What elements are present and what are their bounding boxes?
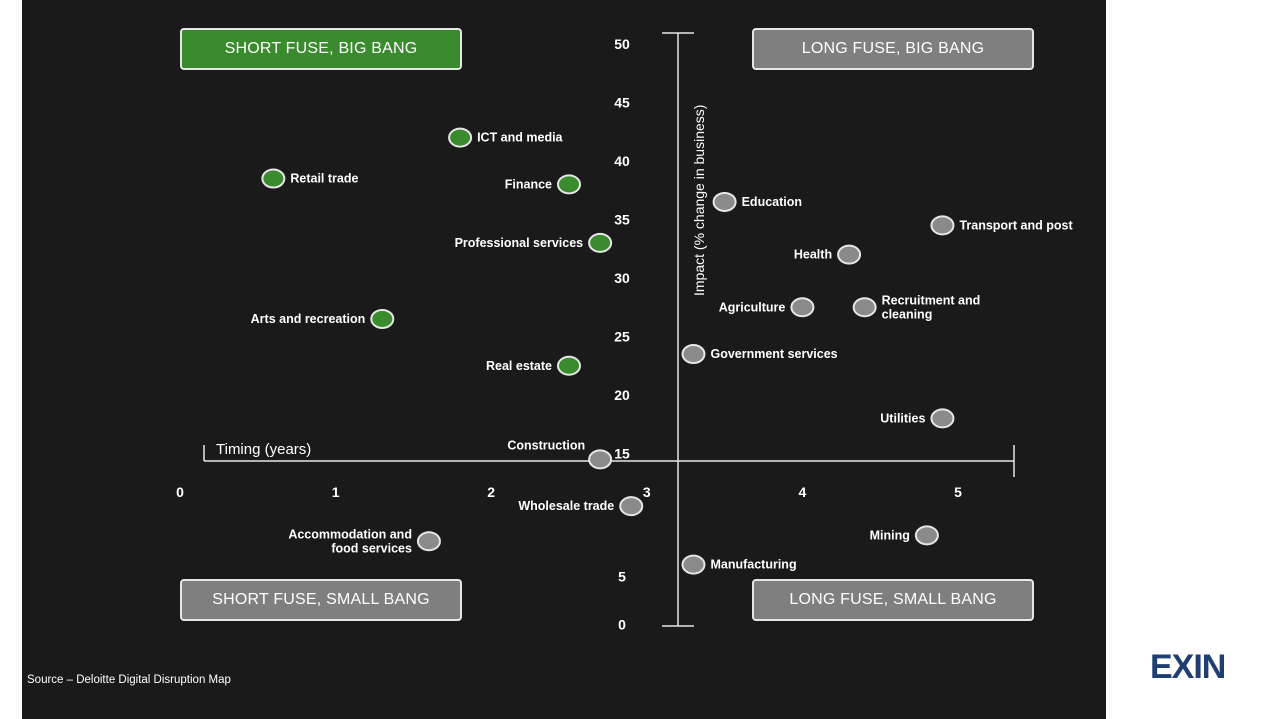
scatter-chart: Timing (years) Impact (% change in busine… <box>176 32 1073 632</box>
quadrant-bottom-left: SHORT FUSE, SMALL BANG <box>180 579 462 621</box>
point-label: Government services <box>710 347 837 361</box>
data-point <box>852 297 877 318</box>
data-point <box>914 525 939 546</box>
point-label: Construction <box>507 438 585 452</box>
y-axis-title: Impact (% change in business) <box>691 105 707 296</box>
x-tick-label: 2 <box>487 484 495 500</box>
point-label: Arts and recreation <box>251 312 366 326</box>
point-label: Real estate <box>486 359 552 373</box>
quadrant-top-right: LONG FUSE, BIG BANG <box>752 28 1034 70</box>
data-point <box>930 215 955 236</box>
data-point <box>619 496 644 517</box>
point-label: Retail trade <box>290 172 358 186</box>
data-point <box>837 244 862 265</box>
x-tick-label: 0 <box>176 484 184 500</box>
data-point <box>712 191 737 212</box>
quadrant-bottom-right: LONG FUSE, SMALL BANG <box>752 579 1034 621</box>
y-tick-label: 30 <box>614 270 630 286</box>
source-note: Source – Deloitte Digital Disruption Map <box>27 674 231 686</box>
point-label: Agriculture <box>719 300 786 314</box>
data-point <box>681 344 706 365</box>
x-tick-label: 1 <box>332 484 340 500</box>
data-point <box>448 127 473 148</box>
data-point <box>681 554 706 575</box>
point-label: Professional services <box>455 236 584 250</box>
point-label: Wholesale trade <box>518 499 614 513</box>
data-point <box>557 355 581 376</box>
x-tick-label: 3 <box>643 484 651 500</box>
data-point <box>930 408 955 429</box>
point-label: Finance <box>505 177 552 191</box>
y-tick-label: 40 <box>614 153 630 169</box>
y-tick-label: 25 <box>614 329 630 345</box>
x-tick-label: 4 <box>799 484 807 500</box>
exin-logo: EXIN <box>1150 648 1226 686</box>
y-tick-label: 50 <box>614 36 630 52</box>
y-tick-label: 0 <box>618 616 626 632</box>
point-label: Mining <box>870 528 910 542</box>
y-tick-label: 15 <box>614 446 630 462</box>
y-tick-label: 5 <box>618 568 626 584</box>
data-point <box>557 174 581 195</box>
y-tick-label: 20 <box>614 387 630 403</box>
point-label: Manufacturing <box>710 558 796 572</box>
point-label: Transport and post <box>959 218 1073 232</box>
data-point <box>261 168 286 189</box>
x-tick-label: 5 <box>954 484 962 500</box>
y-tick-label: 35 <box>614 212 630 228</box>
point-label: Education <box>742 195 802 209</box>
data-point <box>588 449 613 470</box>
data-point <box>790 297 815 318</box>
y-tick-label: 45 <box>614 95 630 111</box>
data-point <box>588 232 613 253</box>
point-label: Recruitment and <box>882 293 981 307</box>
data-point <box>370 308 395 329</box>
data-point <box>416 531 441 552</box>
point-label: Health <box>794 248 832 262</box>
chart-panel: Timing (years) Impact (% change in busine… <box>22 0 1106 719</box>
point-label: ICT and media <box>477 131 563 145</box>
x-axis-title: Timing (years) <box>216 441 311 458</box>
quadrant-top-left: SHORT FUSE, BIG BANG <box>180 28 462 70</box>
point-label: food services <box>331 541 412 555</box>
point-label: Utilities <box>880 411 925 425</box>
point-label: cleaning <box>882 307 933 321</box>
point-label: Accommodation and <box>288 527 412 541</box>
